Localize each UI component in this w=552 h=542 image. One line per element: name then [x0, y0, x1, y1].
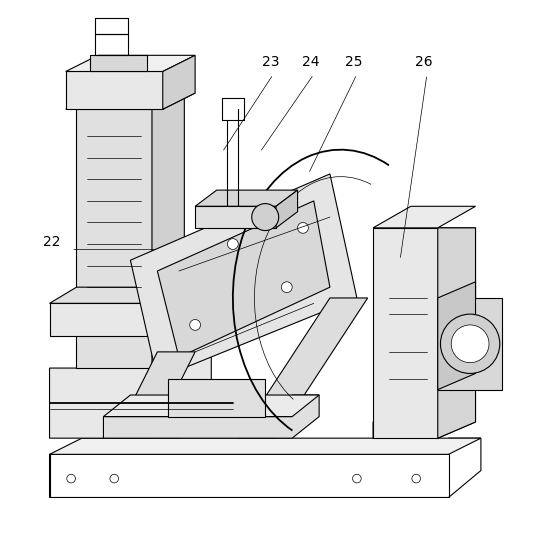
- Circle shape: [412, 474, 421, 483]
- Polygon shape: [114, 352, 195, 438]
- Polygon shape: [276, 190, 298, 228]
- Polygon shape: [238, 298, 368, 438]
- Polygon shape: [50, 304, 152, 335]
- Polygon shape: [195, 190, 298, 207]
- Polygon shape: [103, 395, 319, 438]
- Text: 26: 26: [416, 55, 433, 69]
- Circle shape: [227, 238, 238, 249]
- Circle shape: [298, 222, 309, 233]
- Polygon shape: [77, 93, 184, 109]
- Polygon shape: [195, 207, 276, 228]
- Text: 22: 22: [44, 235, 61, 249]
- Polygon shape: [77, 109, 152, 368]
- Polygon shape: [50, 352, 211, 438]
- Polygon shape: [50, 438, 481, 498]
- Text: 24: 24: [302, 55, 320, 69]
- Polygon shape: [373, 228, 475, 438]
- Circle shape: [252, 204, 279, 230]
- Polygon shape: [103, 395, 319, 417]
- Circle shape: [451, 325, 489, 363]
- Text: 23: 23: [262, 55, 279, 69]
- Circle shape: [282, 282, 292, 293]
- Polygon shape: [130, 174, 357, 379]
- Polygon shape: [90, 55, 147, 72]
- Polygon shape: [373, 228, 438, 438]
- Polygon shape: [152, 93, 184, 368]
- Polygon shape: [50, 287, 211, 304]
- Polygon shape: [66, 55, 195, 72]
- Text: 25: 25: [346, 55, 363, 69]
- Polygon shape: [157, 201, 330, 357]
- Polygon shape: [438, 298, 502, 390]
- Polygon shape: [438, 228, 475, 438]
- Polygon shape: [168, 379, 265, 417]
- Circle shape: [190, 320, 200, 330]
- Polygon shape: [66, 72, 163, 109]
- Polygon shape: [66, 93, 195, 109]
- Polygon shape: [438, 282, 475, 390]
- Circle shape: [67, 474, 76, 483]
- Polygon shape: [163, 55, 195, 109]
- Polygon shape: [50, 438, 481, 454]
- Circle shape: [440, 314, 500, 373]
- Polygon shape: [373, 207, 475, 228]
- Circle shape: [110, 474, 119, 483]
- Circle shape: [353, 474, 361, 483]
